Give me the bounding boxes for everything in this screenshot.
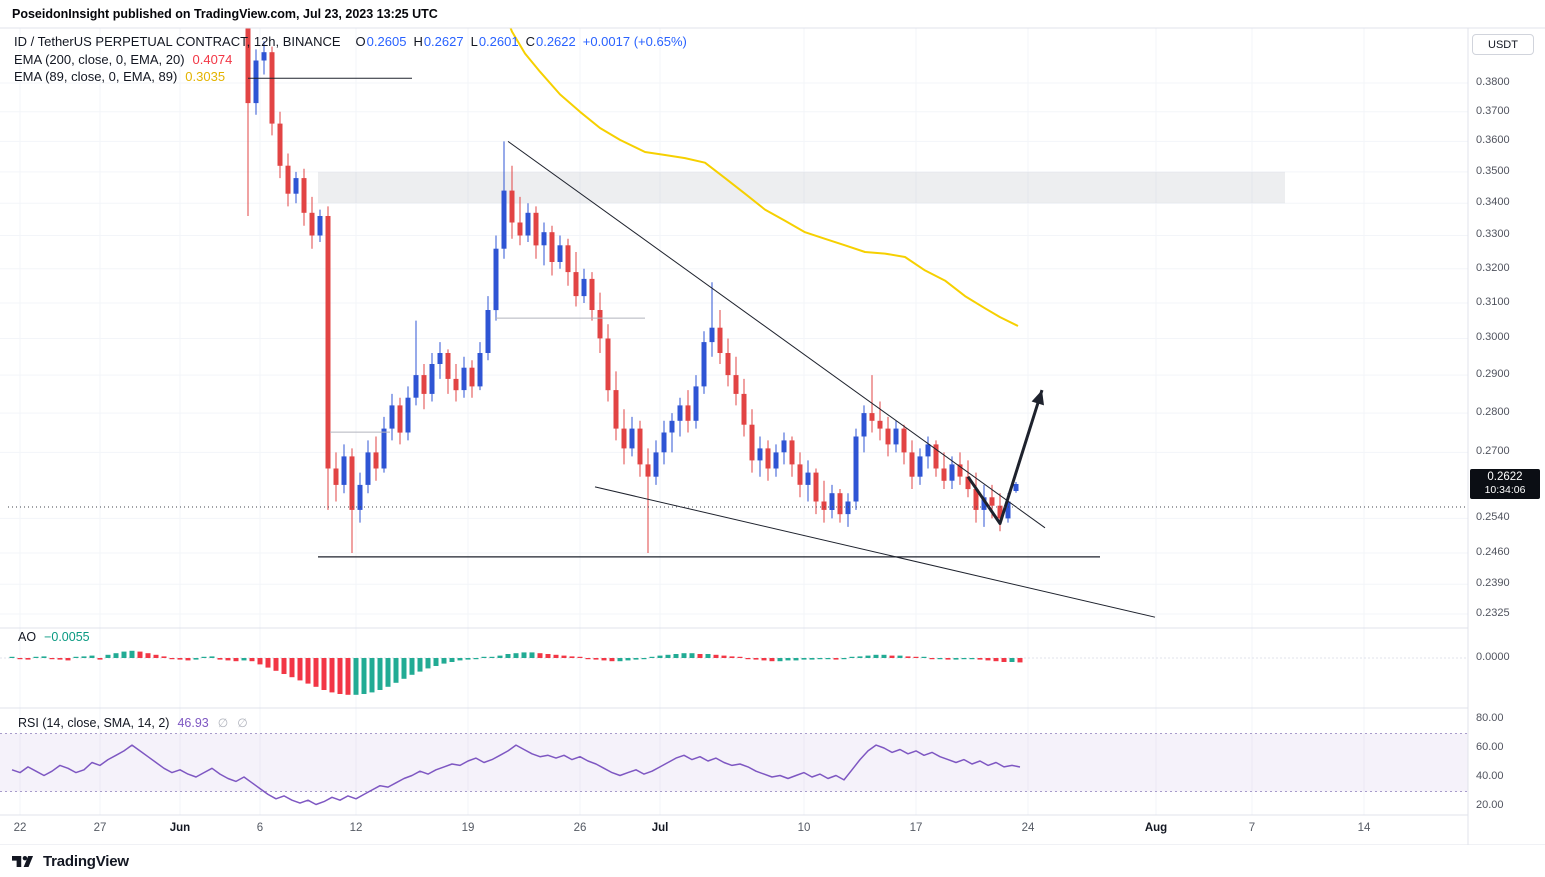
price-axis-label: 0.2390 [1476, 577, 1510, 590]
price-axis-label: 0.2325 [1476, 606, 1510, 619]
ao-value: −0.0055 [44, 630, 90, 644]
last-price-badge: 0.2622 10:34:06 [1470, 469, 1540, 500]
ohlc-key: C [525, 34, 535, 49]
ohlc-values: O0.2605 H0.2627 L0.2601 C0.2622 [349, 34, 576, 49]
rsi-axis-label: 80.00 [1476, 712, 1504, 724]
upper-trendline[interactable] [507, 140, 1046, 529]
price-axis-label: 0.3800 [1476, 76, 1510, 88]
ema200-row[interactable]: EMA (200, close, 0, EMA, 20) 0.4074 [14, 51, 687, 68]
time-axis-label: Aug [1144, 822, 1168, 834]
main-pane [245, 14, 1285, 618]
ohlc-value: 0.2627 [423, 34, 464, 49]
tradingview-wordmark[interactable]: TradingView [43, 852, 129, 870]
time-axis-label: 14 [1357, 822, 1371, 834]
price-axis-label: 0.2900 [1476, 368, 1510, 381]
ema89-row[interactable]: EMA (89, close, 0, EMA, 89) 0.3035 [14, 68, 687, 85]
resistance-zone[interactable] [318, 171, 1285, 204]
price-axis-label: 0.2540 [1476, 511, 1510, 524]
price-axis-label: 0.3000 [1476, 331, 1510, 344]
ohlc-value: 0.2605 [366, 34, 407, 49]
time-axis-label: 12 [349, 822, 363, 834]
price-axis-label: 0.3100 [1476, 296, 1510, 309]
ema200-label: EMA (200, close, 0, EMA, 20) [14, 51, 185, 67]
rsi-line [11, 744, 1021, 806]
rsi-header[interactable]: RSI (14, close, SMA, 14, 2) 46.93 ∅ ∅ [18, 716, 248, 730]
legend: ID / TetherUS PERPETUAL CONTRACT, 12h, B… [14, 33, 687, 86]
price-axis-label: 0.3600 [1476, 134, 1510, 147]
chart-canvas[interactable] [0, 0, 1545, 845]
rsi-value: 46.93 [177, 716, 209, 730]
rsi-axis-label: 60.00 [1476, 741, 1504, 753]
symbol-row[interactable]: ID / TetherUS PERPETUAL CONTRACT, 12h, B… [14, 33, 687, 50]
hidden-plot-icon: ∅ [217, 716, 229, 730]
attribution-text: PoseidonInsight published on TradingView… [12, 7, 438, 21]
ao-label: AO [18, 630, 37, 644]
time-axis-label: 6 [256, 822, 264, 834]
price-axis-label: 0.3400 [1476, 196, 1510, 209]
time-axis-label: Jun [169, 822, 191, 834]
ema89-label: EMA (89, close, 0, EMA, 89) [14, 69, 178, 84]
ohlc-key: L [470, 34, 478, 49]
last-price: 0.2622 [1487, 471, 1523, 484]
time-axis[interactable]: 22 27 Jun 6 12 19 26 Jul 10 17 24 Aug 7 14 [0, 815, 1468, 845]
ohlc-value: 0.2601 [478, 34, 519, 49]
time-axis-label: 26 [573, 822, 587, 834]
price-axis-label: 0.3300 [1476, 228, 1510, 241]
candlestick-series [245, 28, 1019, 553]
time-axis-label: 19 [461, 822, 475, 834]
time-axis-label: 24 [1021, 822, 1035, 834]
drawn-arrow-head [1031, 390, 1044, 406]
tradingview-logo-icon [12, 855, 34, 867]
price-axis-label: 0.3200 [1476, 261, 1510, 274]
price-axis-label: 0.3500 [1476, 164, 1510, 177]
attribution-bar: PoseidonInsight published on TradingView… [0, 0, 1545, 28]
ema200-value: 0.4074 [192, 51, 233, 67]
price-axis[interactable]: USDT 0.2622 10:34:06 0.3800 0.3700 0.3600 0… [1468, 0, 1545, 845]
symbol-title: ID / TetherUS PERPETUAL CONTRACT, 12h, B… [14, 34, 341, 49]
rsi-axis-label: 40.00 [1476, 770, 1504, 782]
gridlines [0, 28, 1468, 815]
rsi-axis-label: 20.00 [1476, 799, 1504, 811]
drawings [248, 77, 1156, 618]
time-axis-label: 27 [93, 822, 107, 834]
bar-countdown: 10:34:06 [1484, 484, 1526, 497]
time-axis-label: 7 [1248, 822, 1256, 834]
price-axis-label: 0.2800 [1476, 406, 1510, 419]
time-axis-label: 17 [909, 822, 923, 834]
ema89-value: 0.3035 [185, 69, 226, 84]
price-axis-label: 0.2700 [1476, 445, 1510, 458]
time-axis-label: 10 [797, 822, 811, 834]
ohlc-key: H [413, 34, 423, 49]
ohlc-value: 0.2622 [535, 34, 576, 49]
pane-separators [0, 27, 1545, 845]
ao-histogram [0, 650, 1468, 695]
ema89-line[interactable] [505, 14, 1019, 327]
time-axis-label: Jul [651, 822, 669, 834]
drawn-arrow[interactable] [966, 389, 1044, 525]
price-axis-label: 0.3700 [1476, 104, 1510, 117]
time-axis-label: 22 [13, 822, 27, 834]
rsi-plot [0, 733, 1468, 806]
ohlc-key: O [355, 34, 366, 49]
price-axis-label: 0.2460 [1476, 545, 1510, 558]
rsi-band [0, 733, 1468, 792]
lower-trendline[interactable] [594, 486, 1156, 618]
currency-toggle-button[interactable]: USDT [1472, 34, 1534, 55]
ao-header[interactable]: AO −0.0055 [18, 630, 90, 644]
ao-axis-label: 0.0000 [1476, 651, 1510, 663]
hidden-plot-icon: ∅ [237, 716, 248, 730]
rsi-label: RSI (14, close, SMA, 14, 2) [18, 716, 170, 730]
footer-bar: TradingView [0, 845, 1545, 877]
change-value: +0.0017 (+0.65%) [582, 34, 687, 49]
